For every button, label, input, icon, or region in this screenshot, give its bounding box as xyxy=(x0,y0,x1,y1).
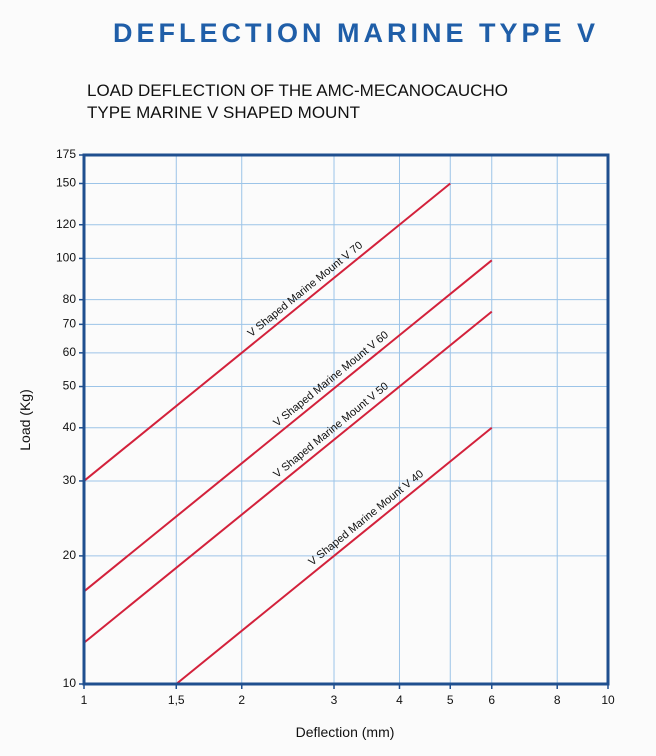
y-tick-label: 120 xyxy=(56,217,76,231)
series-line xyxy=(83,182,451,482)
x-tick-label: 6 xyxy=(488,693,495,707)
x-tick-label: 3 xyxy=(331,693,338,707)
x-tick-label: 2 xyxy=(238,693,245,707)
y-tick-label: 20 xyxy=(63,548,77,562)
y-tick-label: 60 xyxy=(63,345,77,359)
plot-frame xyxy=(82,153,610,686)
y-tick-label: 80 xyxy=(63,292,77,306)
series-label: V Shaped Marine Mount V 40 xyxy=(306,468,426,568)
x-tick-label: 4 xyxy=(396,693,403,707)
y-tick-label: 10 xyxy=(63,676,77,690)
x-tick-label: 8 xyxy=(554,693,561,707)
y-axis-label: Load (Kg) xyxy=(17,389,33,450)
series-label: V Shaped Marine Mount V 50 xyxy=(271,380,391,480)
x-tick-label: 1,5 xyxy=(168,693,185,707)
x-axis-label: Deflection (mm) xyxy=(296,724,395,740)
chart-subtitle: TYPE MARINE V SHAPED MOUNT xyxy=(87,103,360,122)
y-tick-label: 100 xyxy=(56,251,76,265)
x-tick-label: 10 xyxy=(601,693,615,707)
y-tick-label: 70 xyxy=(63,317,77,331)
series-line xyxy=(83,310,493,644)
y-tick-label: 40 xyxy=(63,420,77,434)
y-tick-label: 175 xyxy=(56,147,76,161)
y-tick-label: 150 xyxy=(56,176,76,190)
series-line xyxy=(83,259,493,593)
y-tick-label: 50 xyxy=(63,379,77,393)
chart-subtitle: LOAD DEFLECTION OF THE AMC-MECANOCAUCHO xyxy=(87,81,508,100)
x-tick-label: 1 xyxy=(81,693,88,707)
series-line xyxy=(175,427,493,685)
x-tick-label: 5 xyxy=(447,693,454,707)
series-label: V Shaped Marine Mount V 60 xyxy=(271,329,391,429)
chart-title: DEFLECTION MARINE TYPE V xyxy=(113,18,599,48)
y-tick-label: 30 xyxy=(63,473,77,487)
